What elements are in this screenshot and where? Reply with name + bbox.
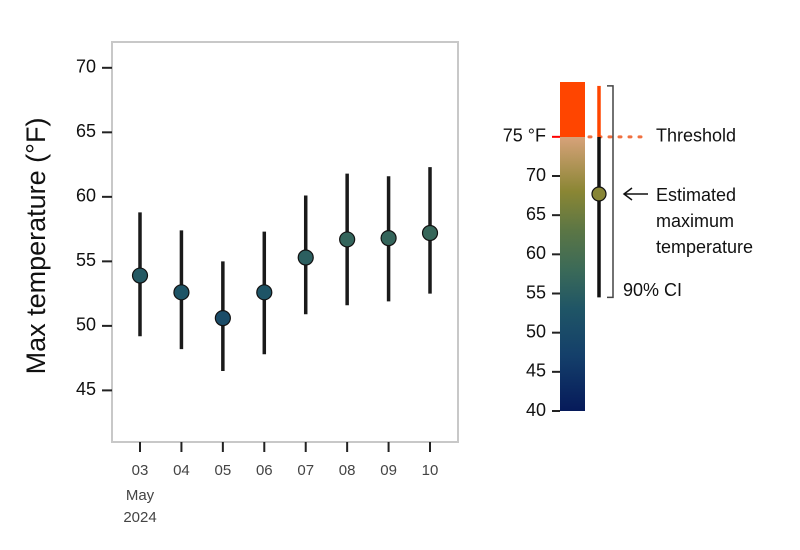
- x-tick-label: 07: [297, 462, 314, 479]
- y-tick-label: 70: [76, 57, 96, 77]
- threshold-label: Threshold: [656, 126, 736, 146]
- example-label: temperature: [656, 237, 753, 257]
- example-arrow: [622, 187, 648, 201]
- x-tick-label: 10: [422, 462, 439, 479]
- point: [256, 284, 273, 301]
- y-axis-label: Max temperature (°F): [21, 118, 51, 375]
- x-tick-label: 06: [256, 462, 273, 479]
- example-point: [591, 186, 607, 202]
- colorbar-tick-label: 75 °F: [503, 126, 546, 146]
- x-tick-label: 09: [380, 462, 397, 479]
- ci-label: 90% CI: [623, 280, 682, 300]
- y-tick-label: 55: [76, 250, 96, 270]
- x-year-label: 2024: [123, 509, 156, 526]
- colorbar-tick-label: 60: [526, 243, 546, 263]
- example-label: Estimated: [656, 185, 736, 205]
- point: [173, 284, 190, 301]
- plot-frame: [111, 41, 459, 443]
- y-tick-label: 65: [76, 121, 96, 141]
- x-month-label: May: [126, 487, 155, 504]
- point: [380, 230, 397, 247]
- colorbar-tick-label: 40: [526, 400, 546, 420]
- point: [297, 249, 314, 266]
- y-tick-label: 45: [76, 379, 96, 399]
- x-tick-label: 03: [132, 462, 149, 479]
- ci-bracket: [607, 85, 614, 299]
- point: [131, 267, 149, 284]
- y-tick-label: 50: [76, 315, 96, 335]
- colorbar-tick-label: 45: [526, 361, 546, 381]
- x-tick-label: 08: [339, 462, 356, 479]
- x-tick-label: 05: [215, 462, 232, 479]
- colorbar-tick-label: 65: [526, 204, 546, 224]
- colorbar-tick-label: 50: [526, 321, 546, 341]
- point: [421, 224, 439, 242]
- point: [214, 310, 231, 327]
- colorbar-tick-label: 55: [526, 282, 546, 302]
- x-tick-label: 04: [173, 462, 190, 479]
- colorbar: [560, 82, 585, 411]
- colorbar-tick-label: 70: [526, 165, 546, 185]
- point: [339, 231, 356, 248]
- y-tick-label: 60: [76, 186, 96, 206]
- example-label: maximum: [656, 211, 734, 231]
